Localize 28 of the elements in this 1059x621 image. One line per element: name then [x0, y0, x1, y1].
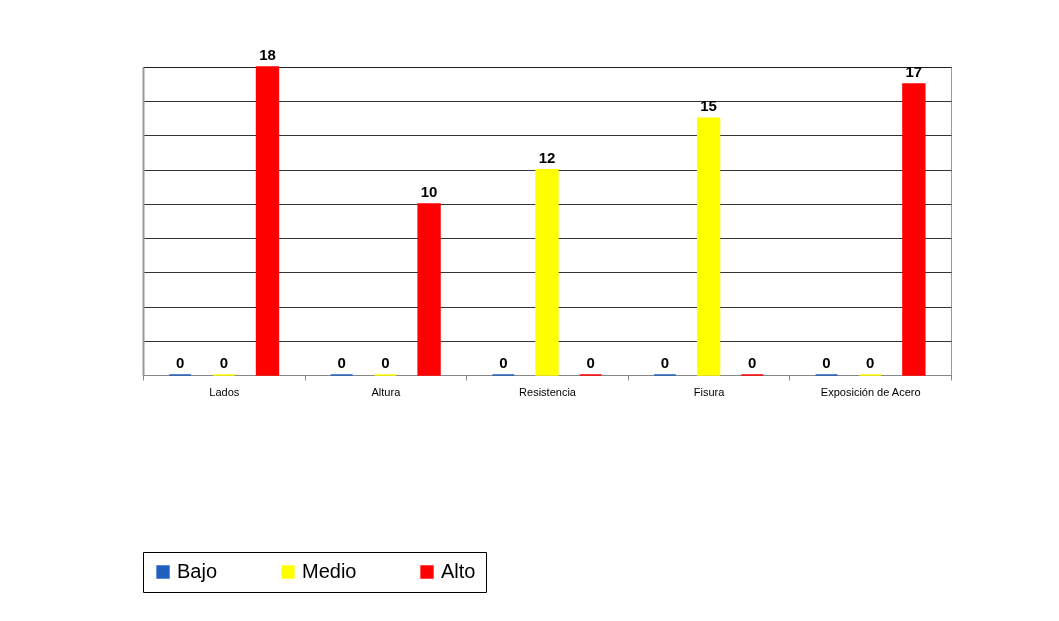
data-label: 15: [700, 97, 717, 115]
data-label: 0: [499, 354, 508, 371]
x-tick-label: Lados: [209, 385, 240, 398]
data-label: 0: [337, 354, 346, 371]
x-tick-label: Exposición de Acero: [820, 385, 921, 398]
data-label: 0: [822, 354, 831, 371]
x-tick-label: Fisura: [693, 385, 726, 398]
data-label: 18: [259, 46, 276, 63]
legend-label: Bajo: [177, 560, 218, 582]
data-label: 0: [586, 354, 595, 371]
x-tick-label: Altura: [371, 385, 402, 398]
data-label: 17: [905, 63, 923, 81]
data-label: 0: [660, 354, 670, 371]
data-label: 0: [748, 354, 757, 371]
legend-label: Medio: [302, 560, 357, 582]
data-label: 0: [219, 354, 228, 371]
x-tick-label: Resistencia: [519, 385, 577, 398]
data-label: 12: [538, 148, 556, 166]
data-label: 10: [420, 182, 438, 200]
legend-label: Alto: [441, 560, 476, 582]
data-label: 0: [175, 354, 185, 371]
bar: [902, 83, 926, 376]
data-label: 0: [866, 354, 875, 371]
bar: [417, 203, 441, 376]
bar: [696, 117, 721, 376]
data-label: 0: [381, 354, 390, 371]
bar: [535, 168, 559, 376]
bar: [255, 66, 280, 376]
